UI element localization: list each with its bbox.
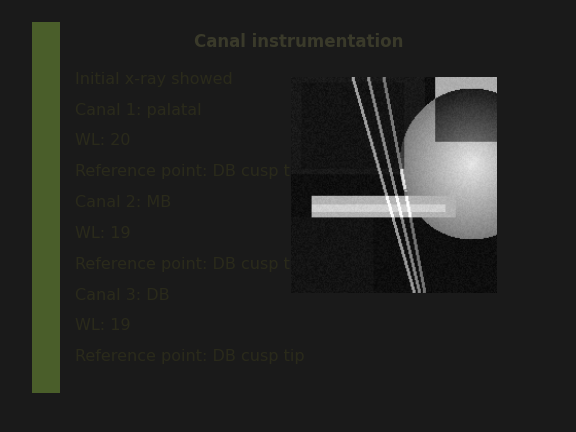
Text: WL: 20: WL: 20 (75, 133, 131, 148)
Text: Canal 1: palatal: Canal 1: palatal (75, 102, 202, 118)
Text: Canal 3: DB: Canal 3: DB (75, 288, 170, 302)
Text: Initial x-ray showed: Initial x-ray showed (75, 72, 233, 87)
Text: WL: 19: WL: 19 (75, 226, 131, 241)
Text: WL: 19: WL: 19 (75, 318, 131, 334)
Bar (32, 22, 60, 393)
Text: Reference point: DB cusp tip: Reference point: DB cusp tip (75, 164, 305, 179)
Text: Canal instrumentation: Canal instrumentation (194, 33, 403, 51)
Text: Reference point: DB cusp tip: Reference point: DB cusp tip (75, 257, 305, 272)
Text: Reference point: DB cusp tip: Reference point: DB cusp tip (75, 349, 305, 364)
Text: Canal 2: MB: Canal 2: MB (75, 195, 172, 210)
